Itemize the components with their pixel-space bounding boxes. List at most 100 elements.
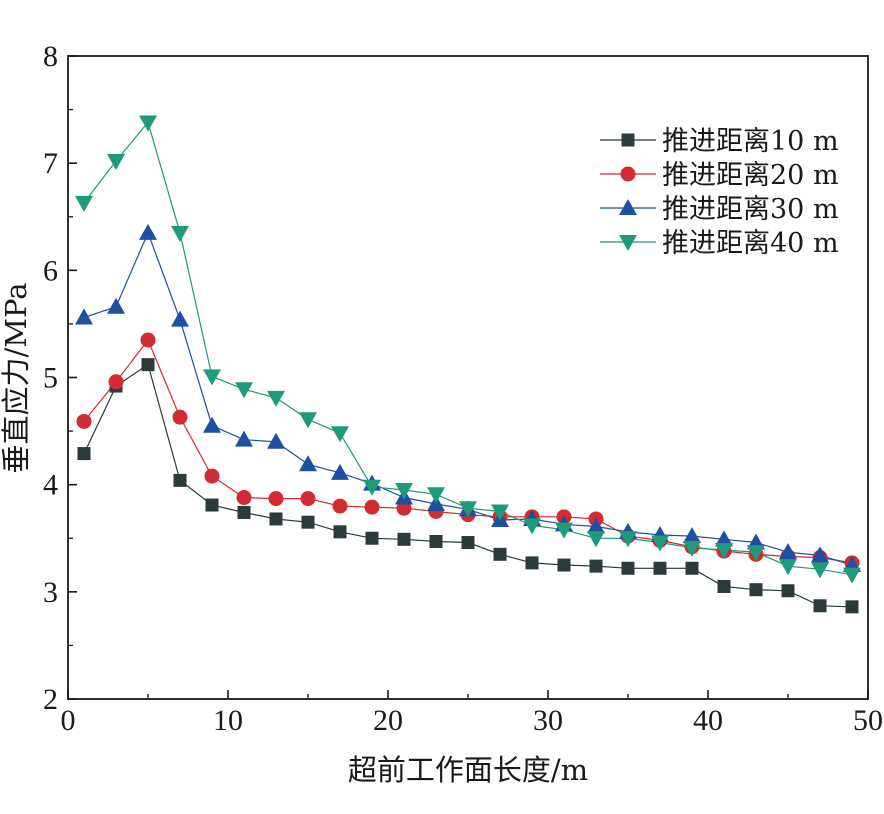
data-point [204,468,220,484]
y-tick-label: 3 [43,576,58,609]
data-point [300,491,316,507]
data-point [845,600,859,614]
y-tick-label: 6 [43,254,58,287]
data-point [107,154,125,171]
data-point [267,432,285,449]
data-point [171,310,189,327]
data-point [651,535,669,552]
legend-marker [620,166,636,182]
data-point [523,518,541,535]
legend-label: 推进距离40 m [662,228,839,259]
series-points-2 [76,332,860,571]
legend-item-4: 推进距离40 m [600,228,839,259]
x-tick-label: 30 [533,704,563,737]
data-point [76,413,92,429]
data-point [685,561,699,575]
data-point [589,559,603,573]
data-point [747,545,765,562]
data-point [619,531,637,548]
legend-marker [619,199,637,215]
data-point [205,498,219,512]
data-point [525,556,539,570]
data-point [203,416,221,433]
y-tick-label: 5 [43,362,58,395]
legend-marker [621,133,635,147]
y-axis-label: 垂直应力/MPa [0,283,33,474]
y-tick-label: 2 [43,683,58,716]
data-point [843,567,861,584]
data-point [139,115,157,132]
data-point [139,223,157,240]
data-point [493,547,507,561]
data-point [683,527,701,544]
data-point [715,543,733,560]
data-point [779,543,797,560]
data-point [332,498,348,514]
data-point [587,531,605,548]
series-line-1 [83,363,853,608]
legend-item-1: 推进距离10 m [600,126,839,157]
data-point [301,515,315,529]
y-tick-label: 8 [43,40,58,73]
legend-item-2: 推进距离20 m [600,160,839,191]
x-axis: 0 10 20 30 40 50 [61,690,883,737]
data-point [331,426,349,443]
y-tick-label: 7 [43,147,58,180]
data-point [427,487,445,504]
data-point [749,583,763,597]
data-point [141,358,155,372]
data-point [461,536,475,550]
data-point [364,499,380,515]
x-tick-label: 10 [213,704,243,737]
data-point [331,463,349,480]
legend-marker [619,235,637,251]
data-point [365,531,379,545]
data-point [107,297,125,314]
data-point [235,382,253,399]
data-point [203,369,221,386]
data-point [621,561,635,575]
data-point [269,512,283,526]
data-point [653,561,667,575]
data-point [683,540,701,557]
data-point [75,195,93,212]
y-tick-label: 4 [43,469,58,502]
data-point [236,490,252,506]
series-line-2 [83,338,853,564]
x-tick-label: 20 [373,704,403,737]
data-point [397,532,411,546]
series-layer [75,115,861,614]
data-point [235,430,253,447]
series-points-4 [75,115,861,584]
data-point [267,390,285,407]
data-point [237,506,251,520]
data-point [108,374,124,390]
data-point [779,559,797,576]
legend-label: 推进距离10 m [662,126,839,157]
x-axis-label: 超前工作面长度/m [348,753,588,787]
data-point [717,579,731,593]
data-point [555,522,573,539]
x-tick-label: 50 [853,704,883,737]
series-points-1 [77,358,859,614]
data-point [299,412,317,429]
data-point [299,455,317,472]
data-point [171,225,189,242]
data-point [363,479,381,496]
data-point [811,546,829,563]
data-point [333,525,347,539]
data-point [459,501,477,518]
y-axis: 2 3 4 5 6 7 8 [43,40,77,716]
data-point [268,491,284,507]
data-point [140,332,156,348]
data-point [781,584,795,598]
legend-label: 推进距离30 m [662,194,839,225]
data-point [715,530,733,547]
data-point [811,562,829,579]
data-point [557,558,571,572]
x-tick-label: 0 [61,704,76,737]
data-point [395,483,413,500]
data-point [813,599,827,613]
data-point [75,308,93,325]
